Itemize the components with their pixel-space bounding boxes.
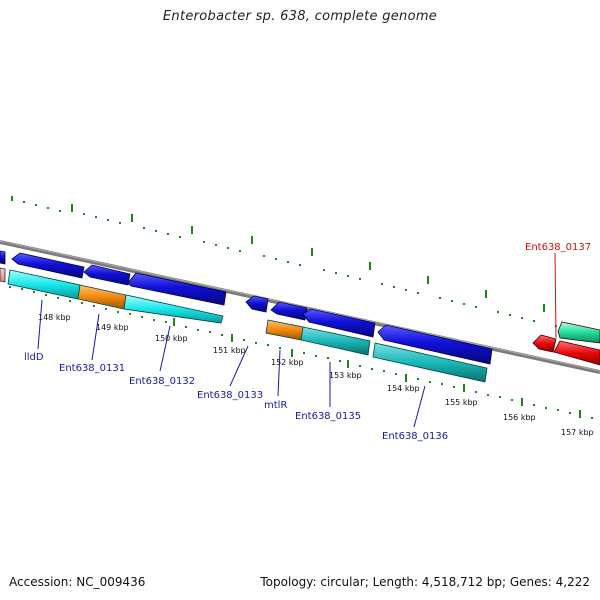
cds-Ent638_0133-lane[interactable] [245, 295, 269, 313]
gene-label-Ent638_0131[interactable]: Ent638_0131 [59, 363, 125, 374]
tick-labels: 148 kbp 149 kbp 150 kbp 151 kbp 152 kbp … [38, 313, 594, 437]
cds-Ent638_0132b-lane[interactable] [127, 272, 227, 306]
gene-bar-orange-1[interactable] [77, 284, 127, 310]
label-leaders [37, 252, 557, 428]
cds-Ent638_0132-lane[interactable] [83, 264, 131, 286]
inner-tick-ring [9, 286, 593, 419]
cds-Ent638_0135-lane[interactable] [302, 308, 376, 338]
tick-label-155: 155 kbp [445, 398, 478, 407]
gene-bar-orange-2[interactable] [265, 319, 304, 341]
cds-Ent638_0136-lane[interactable] [377, 324, 493, 365]
gene-bar-Ent638_0132[interactable] [123, 294, 224, 324]
cds-red-small[interactable] [532, 334, 557, 353]
leader-mtlR [277, 349, 281, 397]
gene-label-Ent638_0136[interactable]: Ent638_0136 [382, 431, 448, 442]
feature-green[interactable] [557, 321, 600, 344]
gene-label-mtlR[interactable]: mtlR [264, 400, 287, 411]
gene-label-Ent638_0135[interactable]: Ent638_0135 [295, 411, 361, 422]
cds-lldD[interactable] [0, 250, 6, 265]
cds-Ent638_0131-lane[interactable] [11, 252, 85, 279]
leader-Ent638_0133 [229, 345, 249, 387]
gene-label-Ent638_0132[interactable]: Ent638_0132 [129, 376, 195, 387]
tick-label-151: 151 kbp [213, 346, 246, 355]
tick-label-148: 148 kbp [38, 313, 71, 322]
gene-track-lower [0, 267, 488, 383]
gene-bar-Ent638_0136[interactable] [372, 342, 488, 383]
outer-tick-ring [11, 196, 593, 339]
genome-summary-text: Topology: circular; Length: 4,518,712 bp… [260, 575, 590, 589]
gene-label-lldD[interactable]: lldD [24, 352, 44, 363]
tick-label-157: 157 kbp [561, 428, 594, 437]
gene-bar-Ent638_0135[interactable] [300, 326, 371, 356]
cds-Ent638_0137[interactable] [553, 340, 600, 366]
gene-label-Ent638_0137[interactable]: Ent638_0137 [525, 242, 591, 253]
leader-Ent638_0131 [91, 313, 100, 361]
tick-label-149: 149 kbp [96, 323, 129, 332]
leader-Ent638_0137 [554, 252, 557, 339]
cds-mtlR-lane[interactable] [270, 301, 308, 321]
gene-bar-pink[interactable] [0, 267, 6, 283]
accession-text: Accession: NC_009436 [9, 575, 146, 589]
genome-title: Enterobacter sp. 638, complete genome [162, 9, 438, 24]
tick-label-152: 152 kbp [271, 358, 304, 367]
gene-labels: lldD Ent638_0131 Ent638_0132 Ent638_0133… [24, 242, 591, 442]
tick-label-154: 154 kbp [387, 384, 420, 393]
leader-lldD [37, 299, 43, 350]
tick-label-153: 153 kbp [329, 371, 362, 380]
tick-label-150: 150 kbp [155, 334, 188, 343]
leader-Ent638_0136 [413, 385, 426, 428]
tick-label-156: 156 kbp [503, 413, 536, 422]
leader-Ent638_0132 [159, 325, 171, 372]
gene-label-Ent638_0133[interactable]: Ent638_0133 [197, 390, 263, 401]
cds-Ent638_0137-group [532, 321, 600, 366]
cds-track-upper [0, 250, 493, 365]
